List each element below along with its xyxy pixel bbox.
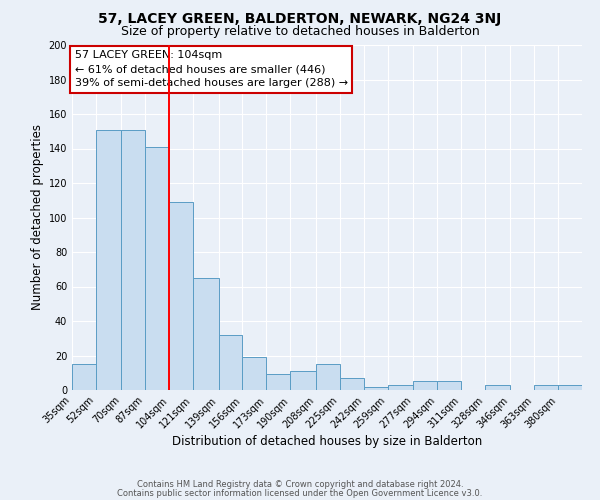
Bar — [388, 385, 413, 390]
Bar — [290, 371, 316, 390]
Bar — [218, 335, 242, 390]
Bar — [534, 385, 558, 390]
Bar — [145, 147, 169, 390]
Bar — [169, 202, 193, 390]
Text: 57, LACEY GREEN, BALDERTON, NEWARK, NG24 3NJ: 57, LACEY GREEN, BALDERTON, NEWARK, NG24… — [98, 12, 502, 26]
Bar — [316, 364, 340, 390]
Bar — [413, 382, 437, 390]
Y-axis label: Number of detached properties: Number of detached properties — [31, 124, 44, 310]
Bar — [340, 378, 364, 390]
Bar — [364, 386, 388, 390]
Bar — [266, 374, 290, 390]
Bar — [72, 364, 96, 390]
Bar — [193, 278, 218, 390]
Bar — [96, 130, 121, 390]
Text: Size of property relative to detached houses in Balderton: Size of property relative to detached ho… — [121, 25, 479, 38]
X-axis label: Distribution of detached houses by size in Balderton: Distribution of detached houses by size … — [172, 436, 482, 448]
Bar — [121, 130, 145, 390]
Text: Contains public sector information licensed under the Open Government Licence v3: Contains public sector information licen… — [118, 489, 482, 498]
Bar — [485, 385, 510, 390]
Text: 57 LACEY GREEN: 104sqm
← 61% of detached houses are smaller (446)
39% of semi-de: 57 LACEY GREEN: 104sqm ← 61% of detached… — [75, 50, 348, 88]
Bar — [558, 385, 582, 390]
Text: Contains HM Land Registry data © Crown copyright and database right 2024.: Contains HM Land Registry data © Crown c… — [137, 480, 463, 489]
Bar — [242, 357, 266, 390]
Bar — [437, 382, 461, 390]
